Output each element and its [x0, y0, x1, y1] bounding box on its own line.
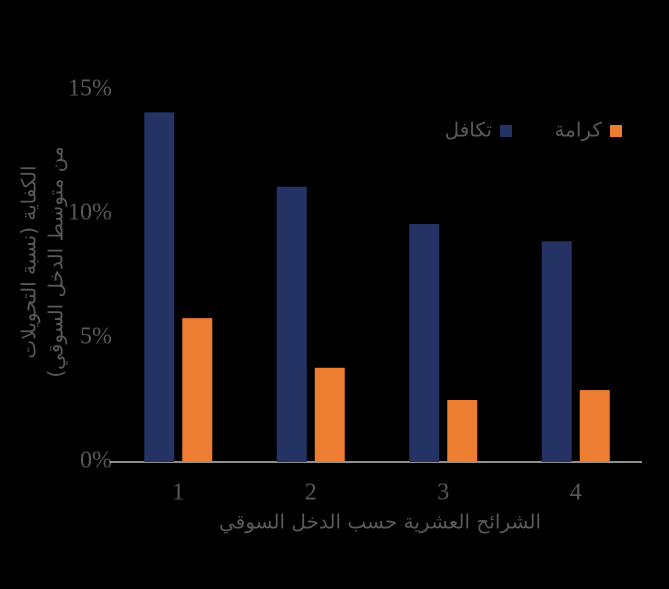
x-axis-title: الشرائح العشرية حسب الدخل السوقي: [219, 510, 541, 535]
bar: [276, 186, 307, 462]
y-tick-label: 0%: [80, 448, 112, 474]
x-tick-label: 3: [437, 480, 449, 506]
bar: [579, 390, 610, 462]
y-axis-title: الكفاية (نسبة التحويلات: [17, 165, 41, 358]
legend-label: تكافل: [445, 118, 492, 142]
legend-label: كرامة: [554, 118, 602, 142]
y-axis-title: من متوسط الدخل السوقي): [44, 146, 69, 377]
bar: [182, 318, 213, 462]
x-tick-label: 1: [172, 480, 184, 506]
legend-swatch: [610, 125, 622, 137]
x-tick-label: 4: [570, 480, 582, 506]
bar: [409, 223, 440, 462]
legend-swatch: [500, 125, 512, 137]
y-tick-label: 5%: [80, 324, 112, 350]
x-tick-label: 2: [305, 480, 317, 506]
bar: [144, 112, 175, 462]
bar: [314, 367, 345, 462]
y-tick-label: 15%: [68, 76, 112, 102]
y-tick-label: 10%: [68, 200, 112, 226]
bar: [541, 241, 572, 462]
bar: [447, 400, 478, 462]
